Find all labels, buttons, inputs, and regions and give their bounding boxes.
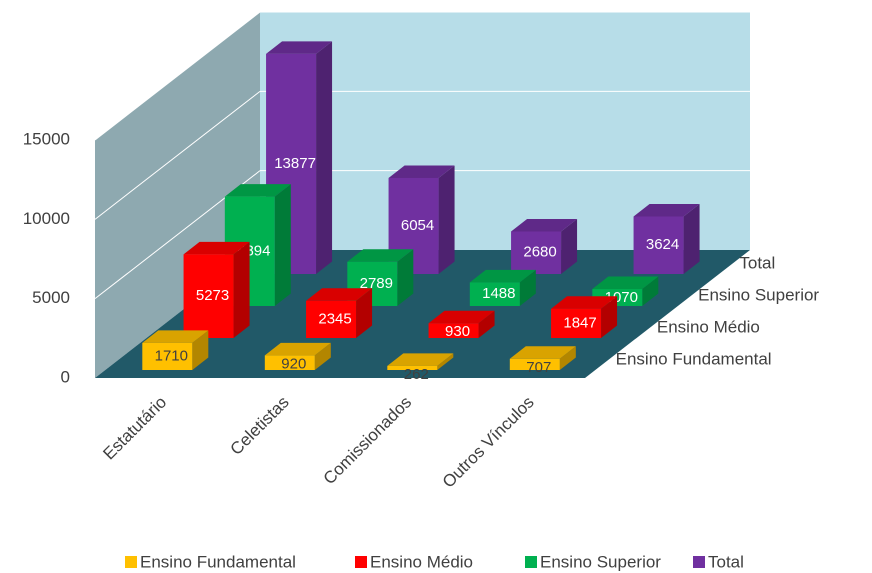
bar <box>551 308 602 338</box>
bar <box>509 358 560 370</box>
bar-top <box>266 41 333 54</box>
bar <box>428 323 479 338</box>
bar-top <box>511 218 578 232</box>
bar-top <box>388 165 455 178</box>
bar-side <box>642 276 659 306</box>
bar <box>306 300 357 338</box>
bar <box>142 342 193 370</box>
bar-group: 13877 <box>266 41 333 274</box>
data-label: 920 <box>281 355 306 372</box>
legend-swatch <box>355 556 367 568</box>
data-label: 262 <box>404 366 429 383</box>
y-tick-label: 15000 <box>23 129 70 148</box>
bar-top <box>469 269 536 283</box>
data-label: 5273 <box>196 287 229 304</box>
bar-group: 707 <box>509 346 576 376</box>
data-label: 1710 <box>155 347 188 364</box>
bar-group: 920 <box>264 342 331 372</box>
y-tick-label: 10000 <box>23 209 70 228</box>
bar-group: 1847 <box>551 296 618 338</box>
bar-side <box>438 165 455 274</box>
side-wall <box>95 12 260 378</box>
bar-top <box>224 184 291 197</box>
bar-side <box>397 249 414 306</box>
data-label: 930 <box>445 323 470 340</box>
bar-group: 1710 <box>142 330 209 370</box>
bar-top <box>633 203 700 217</box>
data-label: 1488 <box>482 285 515 302</box>
data-label: 2680 <box>523 244 556 261</box>
bar-group: 2789 <box>347 249 414 306</box>
bar-top <box>347 249 414 262</box>
bar-side <box>192 330 209 370</box>
bar-side <box>601 296 618 338</box>
data-label: 2789 <box>360 275 393 292</box>
bar-top <box>142 330 209 343</box>
grid-line <box>94 90 261 220</box>
bar-side <box>233 241 250 338</box>
bar-group: 3624 <box>633 203 700 274</box>
bar-side <box>356 288 373 338</box>
x-tick-label: Estatutário <box>99 393 170 464</box>
bar-top <box>551 296 618 309</box>
bar-side <box>274 184 291 306</box>
depth-label: Total <box>739 253 775 272</box>
depth-label: Ensino Fundamental <box>616 349 772 368</box>
x-tick-label: Outros Vínculos <box>439 393 538 492</box>
bar-group: 1488 <box>469 269 536 306</box>
legend-swatch <box>525 556 537 568</box>
bar-side <box>314 342 331 370</box>
y-tick-label: 5000 <box>32 288 70 307</box>
bar-top <box>428 310 495 324</box>
bar-group: 2680 <box>511 218 578 274</box>
bar-top <box>592 276 659 290</box>
back-wall <box>260 12 750 250</box>
legend-label: Ensino Médio <box>370 552 473 571</box>
bar <box>264 355 315 370</box>
legend-label: Ensino Fundamental <box>140 552 296 571</box>
bar-group: 2345 <box>306 288 373 338</box>
y-tick-label: 0 <box>61 367 70 386</box>
bar-side <box>316 41 333 274</box>
legend-label: Total <box>708 552 744 571</box>
bar <box>511 231 562 274</box>
bar-top <box>387 353 454 366</box>
legend-swatch <box>125 556 137 568</box>
bar <box>633 216 684 274</box>
bar-side <box>478 310 495 338</box>
x-tick-label: Comissionados <box>320 393 416 489</box>
data-label: 1847 <box>563 314 596 331</box>
data-label: 3624 <box>646 236 679 253</box>
bar <box>387 365 438 370</box>
data-label: 6054 <box>401 217 434 234</box>
data-label: 2345 <box>318 310 351 327</box>
bar-side <box>437 353 454 370</box>
bar-group: 6054 <box>388 165 455 274</box>
legend-label: Ensino Superior <box>540 552 661 571</box>
legend-swatch <box>693 556 705 568</box>
bar-top <box>183 241 250 255</box>
bar-top <box>306 288 373 301</box>
bar-top <box>509 346 576 359</box>
grid-line <box>94 11 261 141</box>
bar-side <box>683 203 700 274</box>
data-label: 13877 <box>274 155 316 172</box>
depth-label: Ensino Superior <box>698 285 819 304</box>
bar-group: 262 <box>387 353 454 383</box>
bar-group: 5273 <box>183 241 250 338</box>
bar-side <box>561 218 578 274</box>
data-label: 707 <box>526 359 551 376</box>
bar-top <box>264 342 331 356</box>
depth-label: Ensino Médio <box>657 317 760 336</box>
bar-side <box>559 346 576 370</box>
bar <box>469 282 520 306</box>
bar <box>183 254 234 338</box>
bar-side <box>519 269 536 306</box>
x-tick-label: Celetistas <box>227 393 293 459</box>
bar-group: 930 <box>428 310 495 340</box>
